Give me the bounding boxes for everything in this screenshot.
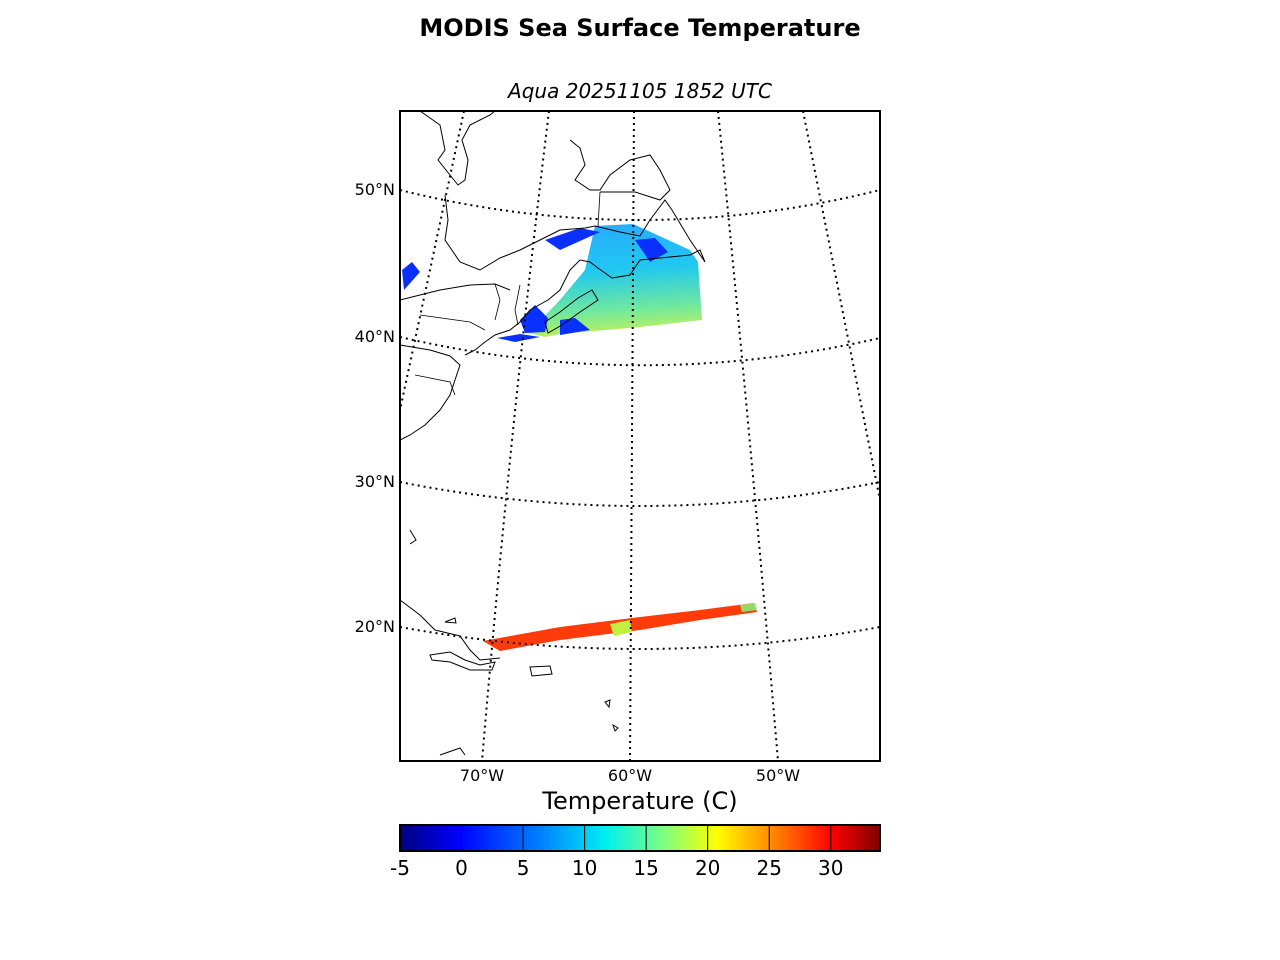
state-borders — [414, 191, 601, 396]
colorbar-tick-label: 0 — [455, 856, 468, 880]
colorbar — [399, 824, 881, 852]
parallel-20n — [400, 626, 880, 650]
colorbar-tick-label: 5 — [516, 856, 530, 880]
parallel-50n — [400, 189, 880, 221]
map-subtitle: Aqua 20251105 1852 UTC — [508, 79, 772, 103]
parallel-40n — [400, 336, 880, 367]
lat-label-40n: 40°N — [354, 327, 395, 346]
meridian-50w — [717, 111, 779, 761]
colorbar-tick-label: 10 — [571, 856, 598, 880]
graticule — [400, 111, 880, 761]
colorbar-tick-label: 20 — [694, 856, 721, 880]
sst-swath-north-lowtemp — [402, 228, 668, 342]
lon-label-50w: 50°W — [755, 766, 801, 785]
meridian-40w — [802, 111, 880, 501]
lon-label-70w: 70°W — [459, 766, 505, 785]
colorbar-tick-label: 25 — [756, 856, 782, 880]
meridian-70w — [481, 111, 550, 761]
colorbar-tick-label: -5 — [390, 856, 410, 880]
sst-swath-south-patch — [610, 620, 632, 636]
lat-label-30n: 30°N — [354, 472, 395, 491]
meridian-80w — [400, 111, 465, 411]
figure-title: MODIS Sea Surface Temperature — [419, 14, 861, 42]
colorbar-label: Temperature (C) — [542, 787, 738, 815]
map-frame — [399, 110, 881, 762]
colorbar-tick-label: 15 — [633, 856, 659, 880]
sst-swath-south-warm-edge — [740, 603, 757, 612]
parallel-30n — [400, 481, 880, 507]
colorbar-tick-marks — [461, 825, 832, 851]
lat-label-20n: 20°N — [354, 617, 395, 636]
lon-label-60w: 60°W — [607, 766, 653, 785]
lat-label-50n: 50°N — [354, 180, 395, 199]
coastlines — [400, 111, 706, 756]
meridian-60w — [629, 111, 635, 761]
colorbar-tick-label: 30 — [818, 856, 844, 880]
